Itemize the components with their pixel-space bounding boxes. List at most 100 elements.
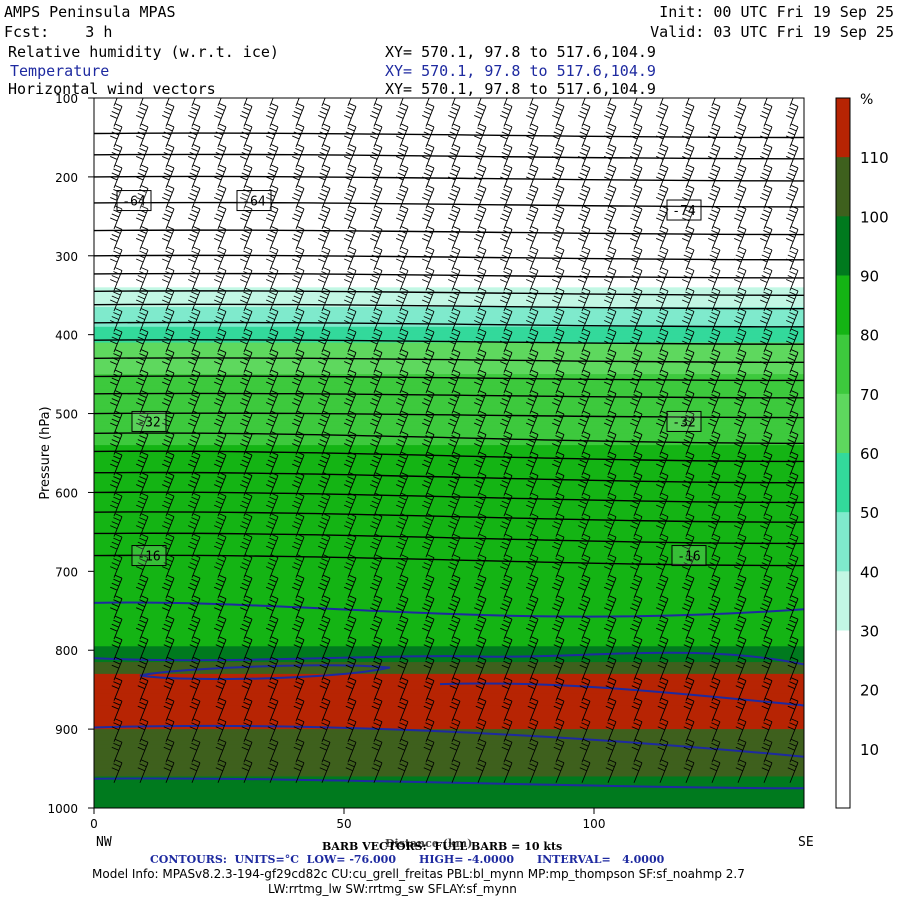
rh-band — [94, 575, 804, 580]
rh-band — [94, 370, 804, 375]
wind-barb — [162, 308, 175, 332]
wind-barb — [110, 123, 123, 148]
rh-band — [94, 417, 804, 422]
wind-barb — [552, 267, 565, 291]
wind-barb — [423, 697, 435, 722]
isobar-line — [94, 491, 804, 504]
wind-barb — [448, 369, 461, 394]
wind-barb — [630, 574, 643, 599]
rh-band — [94, 283, 804, 288]
wind-barb — [682, 574, 695, 599]
rh-band — [94, 788, 804, 793]
wind-barb — [267, 697, 279, 722]
rh-band — [94, 385, 804, 391]
wind-barb — [240, 451, 253, 476]
wind-barb — [344, 308, 357, 332]
wind-barb — [137, 697, 149, 722]
wind-barb — [240, 554, 253, 578]
wind-barb — [136, 431, 149, 455]
temperature-label-text: -64 — [122, 195, 146, 210]
temperature-contour — [439, 682, 804, 707]
wind-barb — [371, 677, 383, 701]
colorbar-tick-label: 60 — [860, 445, 879, 463]
wind-barb — [162, 328, 175, 353]
wind-barb — [449, 677, 461, 701]
wind-barb — [787, 636, 799, 660]
wind-barb — [214, 205, 227, 230]
wind-barb — [240, 226, 253, 250]
wind-barb — [137, 718, 149, 742]
temperature-contour-layer — [94, 601, 804, 790]
wind-barb — [396, 451, 409, 476]
wind-barb — [266, 205, 279, 230]
wind-barb — [735, 738, 747, 763]
wind-barb — [422, 595, 435, 619]
wind-barb — [474, 328, 487, 353]
rh-band — [94, 456, 804, 462]
wind-barb — [630, 615, 643, 640]
wind-barb — [422, 287, 435, 312]
wind-barb — [682, 287, 695, 312]
wind-barb — [318, 102, 331, 127]
isobar-line — [94, 554, 804, 567]
wind-barb — [734, 369, 747, 394]
wind-barb — [344, 102, 357, 127]
wind-barb — [396, 164, 409, 189]
wind-barb — [474, 472, 487, 496]
rh-band — [94, 236, 804, 241]
rh-band — [94, 638, 804, 643]
wind-barb — [656, 185, 669, 209]
rh-band — [94, 161, 804, 166]
wind-barb — [266, 185, 279, 209]
isobar-line — [94, 175, 804, 182]
wind-barb — [500, 390, 513, 414]
wind-barb — [318, 144, 331, 168]
wind-barb — [449, 636, 461, 660]
wind-barb — [708, 554, 721, 578]
wind-barb — [604, 226, 617, 250]
wind-barb — [136, 205, 149, 230]
wind-barb — [604, 615, 617, 640]
colorbar-frame — [835, 97, 851, 809]
wind-barb — [682, 533, 695, 558]
wind-barb — [683, 636, 695, 660]
wind-barb — [344, 369, 357, 394]
wind-barb — [682, 308, 695, 332]
wind-barb — [292, 574, 305, 599]
wind-barb — [552, 472, 565, 496]
rh-band — [94, 776, 804, 781]
x-tick-label: 0 — [90, 817, 98, 831]
temperature-label: -16 — [131, 545, 167, 567]
wind-barb — [136, 472, 149, 496]
wind-barb — [397, 738, 409, 763]
wind-barb — [526, 164, 539, 189]
wind-barb — [500, 308, 513, 332]
wind-barb — [292, 615, 305, 640]
wind-barb — [474, 102, 487, 127]
wind-barb — [578, 144, 591, 168]
rh-band — [94, 429, 804, 434]
wind-barb — [500, 533, 513, 558]
temperature-contour — [94, 724, 804, 758]
wind-barb — [423, 759, 435, 783]
wind-barb — [734, 431, 747, 455]
wind-barb — [683, 759, 695, 783]
wind-barb — [396, 390, 409, 414]
wind-barb — [422, 349, 435, 373]
wind-barb — [423, 656, 435, 681]
wind-barb — [656, 287, 669, 312]
wind-barb — [734, 328, 747, 353]
wind-barb — [786, 615, 799, 640]
wind-barb — [422, 185, 435, 209]
colorbar-tick-label: 40 — [860, 563, 879, 581]
wind-barb — [708, 533, 721, 558]
wind-barb — [344, 226, 357, 250]
wind-barb — [578, 349, 591, 373]
rh-band — [94, 433, 804, 438]
colorbar-unit: % — [860, 92, 873, 108]
wind-barb — [371, 697, 383, 722]
wind-barb — [630, 369, 643, 394]
wind-barb — [136, 287, 149, 312]
temperature-label: -16 — [671, 545, 707, 567]
wind-barb — [760, 431, 773, 455]
